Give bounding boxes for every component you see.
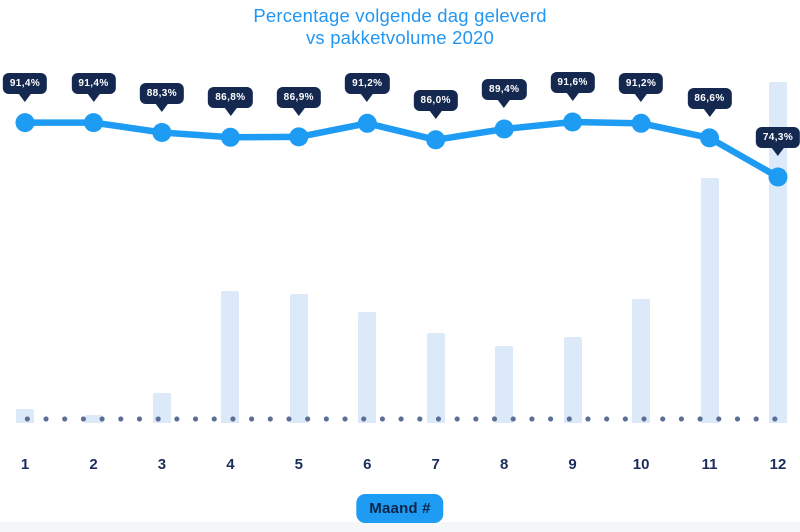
- line-point: [494, 119, 514, 139]
- page-bottom-strip: [0, 522, 800, 532]
- x-axis-label: 10: [632, 456, 650, 473]
- volume-bar: [426, 333, 445, 423]
- data-label-tooltip: 91,4%: [71, 72, 116, 94]
- line-point: [426, 130, 446, 150]
- x-axis-label: 2: [89, 456, 98, 473]
- x-axis-label: 3: [157, 456, 167, 473]
- volume-bar: [700, 178, 719, 423]
- line-point: [289, 127, 309, 147]
- line-point: [563, 112, 583, 132]
- dotted-baseline: [18, 416, 790, 422]
- x-axis-label: 12: [769, 456, 787, 473]
- delivery-percentage-line: [21, 118, 782, 181]
- line-point: [84, 113, 103, 133]
- data-label-tooltip: 91,2%: [618, 73, 664, 95]
- data-label-tooltip: 86,6%: [687, 87, 732, 109]
- x-axis-label: 11: [701, 456, 718, 473]
- line-point: [768, 167, 788, 187]
- line-point: [357, 113, 377, 133]
- chart-title-line2: vs pakketvolume 2020: [305, 26, 495, 48]
- x-axis-label: 7: [431, 456, 440, 473]
- volume-bar: [358, 311, 377, 423]
- data-label-tooltip: 86,9%: [276, 86, 321, 108]
- volume-bar: [152, 393, 171, 423]
- data-label-tooltip: 91,6%: [550, 72, 595, 93]
- x-axis-label: 8: [500, 456, 509, 473]
- x-axis-label: 1: [20, 456, 30, 473]
- line-point: [15, 113, 35, 133]
- x-axis-title-badge: Maand #: [356, 494, 444, 523]
- data-label-tooltip: 86,8%: [208, 87, 253, 109]
- volume-bar: [289, 294, 308, 423]
- volume-bar: [563, 337, 582, 423]
- volume-bar: [495, 345, 514, 423]
- line-point: [631, 113, 651, 133]
- data-label-tooltip: 89,4%: [482, 79, 527, 100]
- x-axis-label: 5: [294, 456, 303, 473]
- data-label-tooltip: 86,0%: [413, 89, 458, 111]
- volume-bar: [769, 82, 787, 423]
- line-point: [700, 128, 719, 148]
- volume-bar: [221, 291, 240, 423]
- x-axis-label: 9: [568, 456, 577, 473]
- line-point: [152, 123, 172, 142]
- x-axis-label: 4: [226, 456, 235, 473]
- volume-bar: [632, 298, 651, 423]
- data-label-tooltip: 88,3%: [139, 82, 185, 104]
- data-label-tooltip: 74,3%: [755, 127, 800, 148]
- line-point: [220, 127, 240, 147]
- data-label-tooltip: 91,2%: [345, 73, 390, 95]
- x-axis-label: 6: [363, 456, 372, 473]
- chart-title-line1: Percentage volgende dag geleverd: [253, 5, 547, 26]
- chart-title: Percentage volgende dag geleverd vs pakk…: [0, 5, 800, 48]
- data-label-tooltip: 91,4%: [2, 72, 48, 94]
